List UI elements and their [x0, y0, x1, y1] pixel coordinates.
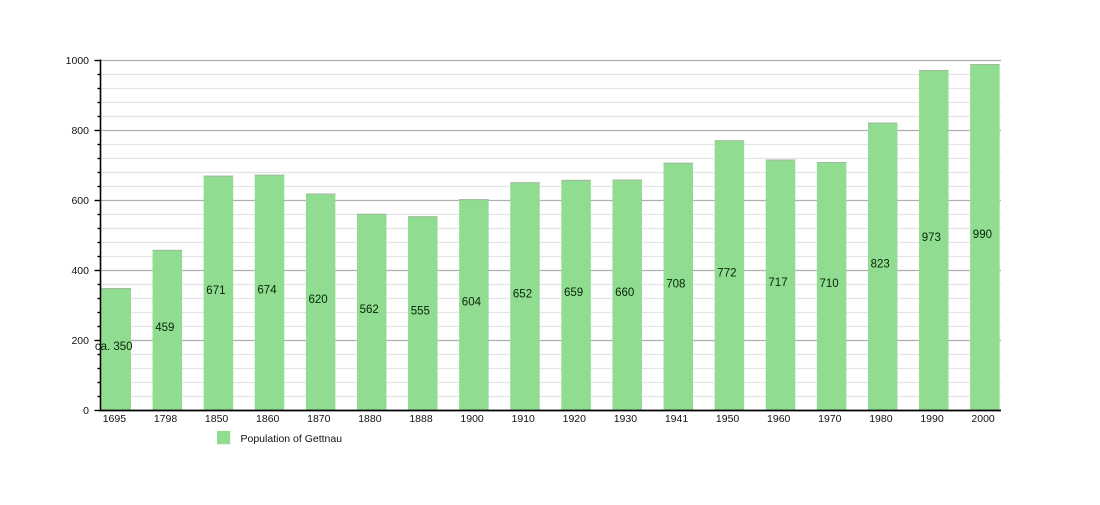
svg-text:400: 400	[71, 265, 89, 277]
svg-text:1798: 1798	[154, 413, 178, 425]
svg-text:0: 0	[83, 405, 89, 417]
svg-text:772: 772	[717, 267, 736, 279]
svg-text:200: 200	[71, 335, 89, 347]
svg-text:604: 604	[462, 297, 482, 309]
svg-text:1850: 1850	[205, 413, 229, 425]
svg-text:1888: 1888	[409, 413, 433, 425]
svg-text:1695: 1695	[103, 413, 127, 425]
svg-text:1990: 1990	[920, 413, 944, 425]
svg-text:1870: 1870	[307, 413, 331, 425]
svg-text:990: 990	[973, 229, 992, 241]
svg-text:659: 659	[564, 287, 583, 299]
svg-text:1950: 1950	[716, 413, 740, 425]
svg-text:710: 710	[820, 278, 839, 290]
svg-text:600: 600	[71, 195, 89, 207]
svg-text:671: 671	[206, 285, 225, 297]
svg-text:1900: 1900	[460, 413, 484, 425]
svg-text:2000: 2000	[971, 413, 995, 425]
svg-text:717: 717	[768, 277, 787, 289]
svg-text:459: 459	[155, 322, 174, 334]
svg-text:823: 823	[871, 258, 890, 270]
svg-text:1920: 1920	[563, 413, 587, 425]
svg-text:660: 660	[615, 287, 634, 299]
svg-text:Population of Gettnau: Population of Gettnau	[241, 433, 343, 445]
svg-text:800: 800	[71, 125, 89, 137]
svg-text:555: 555	[411, 305, 430, 317]
svg-text:1970: 1970	[818, 413, 842, 425]
svg-text:1980: 1980	[869, 413, 893, 425]
svg-text:620: 620	[309, 294, 328, 306]
svg-text:1880: 1880	[358, 413, 382, 425]
svg-text:1930: 1930	[614, 413, 638, 425]
svg-text:1960: 1960	[767, 413, 791, 425]
svg-text:562: 562	[360, 304, 379, 316]
svg-text:1910: 1910	[512, 413, 536, 425]
svg-text:1941: 1941	[665, 413, 689, 425]
svg-text:1860: 1860	[256, 413, 280, 425]
svg-text:1000: 1000	[66, 55, 90, 67]
svg-text:ca. 350: ca. 350	[95, 341, 133, 353]
svg-text:973: 973	[922, 232, 941, 244]
svg-text:708: 708	[666, 279, 685, 291]
svg-text:674: 674	[257, 284, 277, 296]
svg-text:652: 652	[513, 288, 532, 300]
